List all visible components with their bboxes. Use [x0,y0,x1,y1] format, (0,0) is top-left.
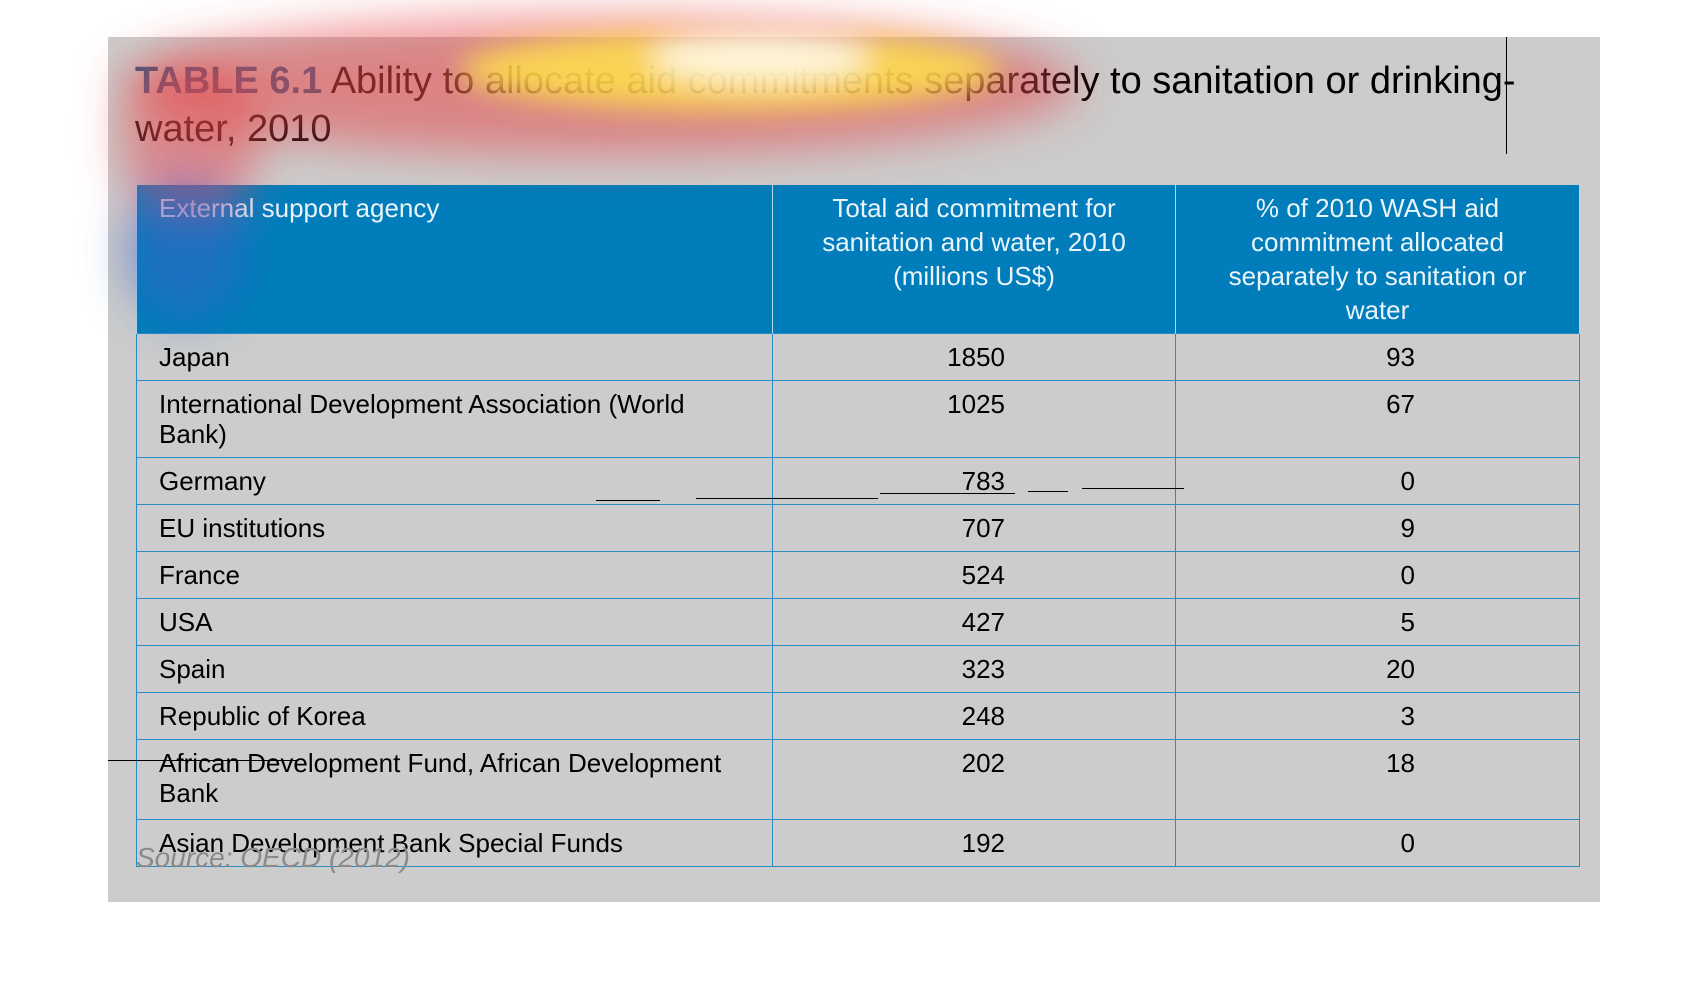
annotation-stroke [696,498,878,499]
total-cell: 427 [772,598,1176,646]
annotation-stroke [596,500,660,501]
percent-cell: 5 [1175,598,1580,646]
column-header-percent: % of 2010 WASH aid commitment allocated … [1175,185,1580,334]
annotation-stroke [880,493,1015,494]
column-header-agency: External support agency [136,185,773,334]
annotation-stroke [108,760,298,761]
table-figure: TABLE 6.1 Ability to allocate aid commit… [108,37,1600,902]
total-cell: 783 [772,457,1176,505]
agency-cell: Spain [136,645,773,693]
total-cell: 1025 [772,380,1176,458]
percent-cell: 20 [1175,645,1580,693]
percent-cell: 0 [1175,819,1580,867]
data-table: External support agency Total aid commit… [136,185,1580,867]
table-row: Spain 323 20 [136,645,1580,693]
total-cell: 323 [772,645,1176,693]
percent-cell: 0 [1175,457,1580,505]
total-cell: 1850 [772,333,1176,381]
total-cell: 192 [772,819,1176,867]
total-cell: 707 [772,504,1176,552]
total-cell: 248 [772,692,1176,740]
percent-cell: 3 [1175,692,1580,740]
annotation-stroke [1028,491,1068,492]
table-row: EU institutions 707 9 [136,504,1580,552]
percent-cell: 93 [1175,333,1580,381]
table-row: France 524 0 [136,551,1580,599]
agency-cell: International Development Association (W… [136,380,773,458]
table-title: TABLE 6.1 Ability to allocate aid commit… [135,57,1585,153]
percent-cell: 0 [1175,551,1580,599]
table-row: International Development Association (W… [136,380,1580,458]
agency-cell: Republic of Korea [136,692,773,740]
agency-cell: EU institutions [136,504,773,552]
text-cursor [1506,37,1507,154]
percent-cell: 18 [1175,739,1580,820]
agency-cell: Asian Development Bank Special Funds [136,819,773,867]
table-row: USA 427 5 [136,598,1580,646]
table-caption: Ability to allocate aid commitments sepa… [135,60,1516,150]
table-row: Asian Development Bank Special Funds 192… [136,819,1580,867]
table-row: Republic of Korea 248 3 [136,692,1580,740]
table-row: African Development Fund, African Develo… [136,739,1580,820]
total-cell: 202 [772,739,1176,820]
percent-cell: 9 [1175,504,1580,552]
annotation-stroke [1082,488,1184,489]
total-cell: 524 [772,551,1176,599]
table-header-row: External support agency Total aid commit… [136,185,1580,334]
agency-cell: Germany [136,457,773,505]
agency-cell: African Development Fund, African Develo… [136,739,773,820]
agency-cell: France [136,551,773,599]
source-note: Source: OECD (2012) [136,842,410,873]
table-number: TABLE 6.1 [135,60,323,102]
percent-cell: 67 [1175,380,1580,458]
table-row: Germany 783 0 [136,457,1580,505]
table-row: Japan 1850 93 [136,333,1580,381]
column-header-total: Total aid commitment for sanitation and … [772,185,1176,334]
agency-cell: Japan [136,333,773,381]
agency-cell: USA [136,598,773,646]
